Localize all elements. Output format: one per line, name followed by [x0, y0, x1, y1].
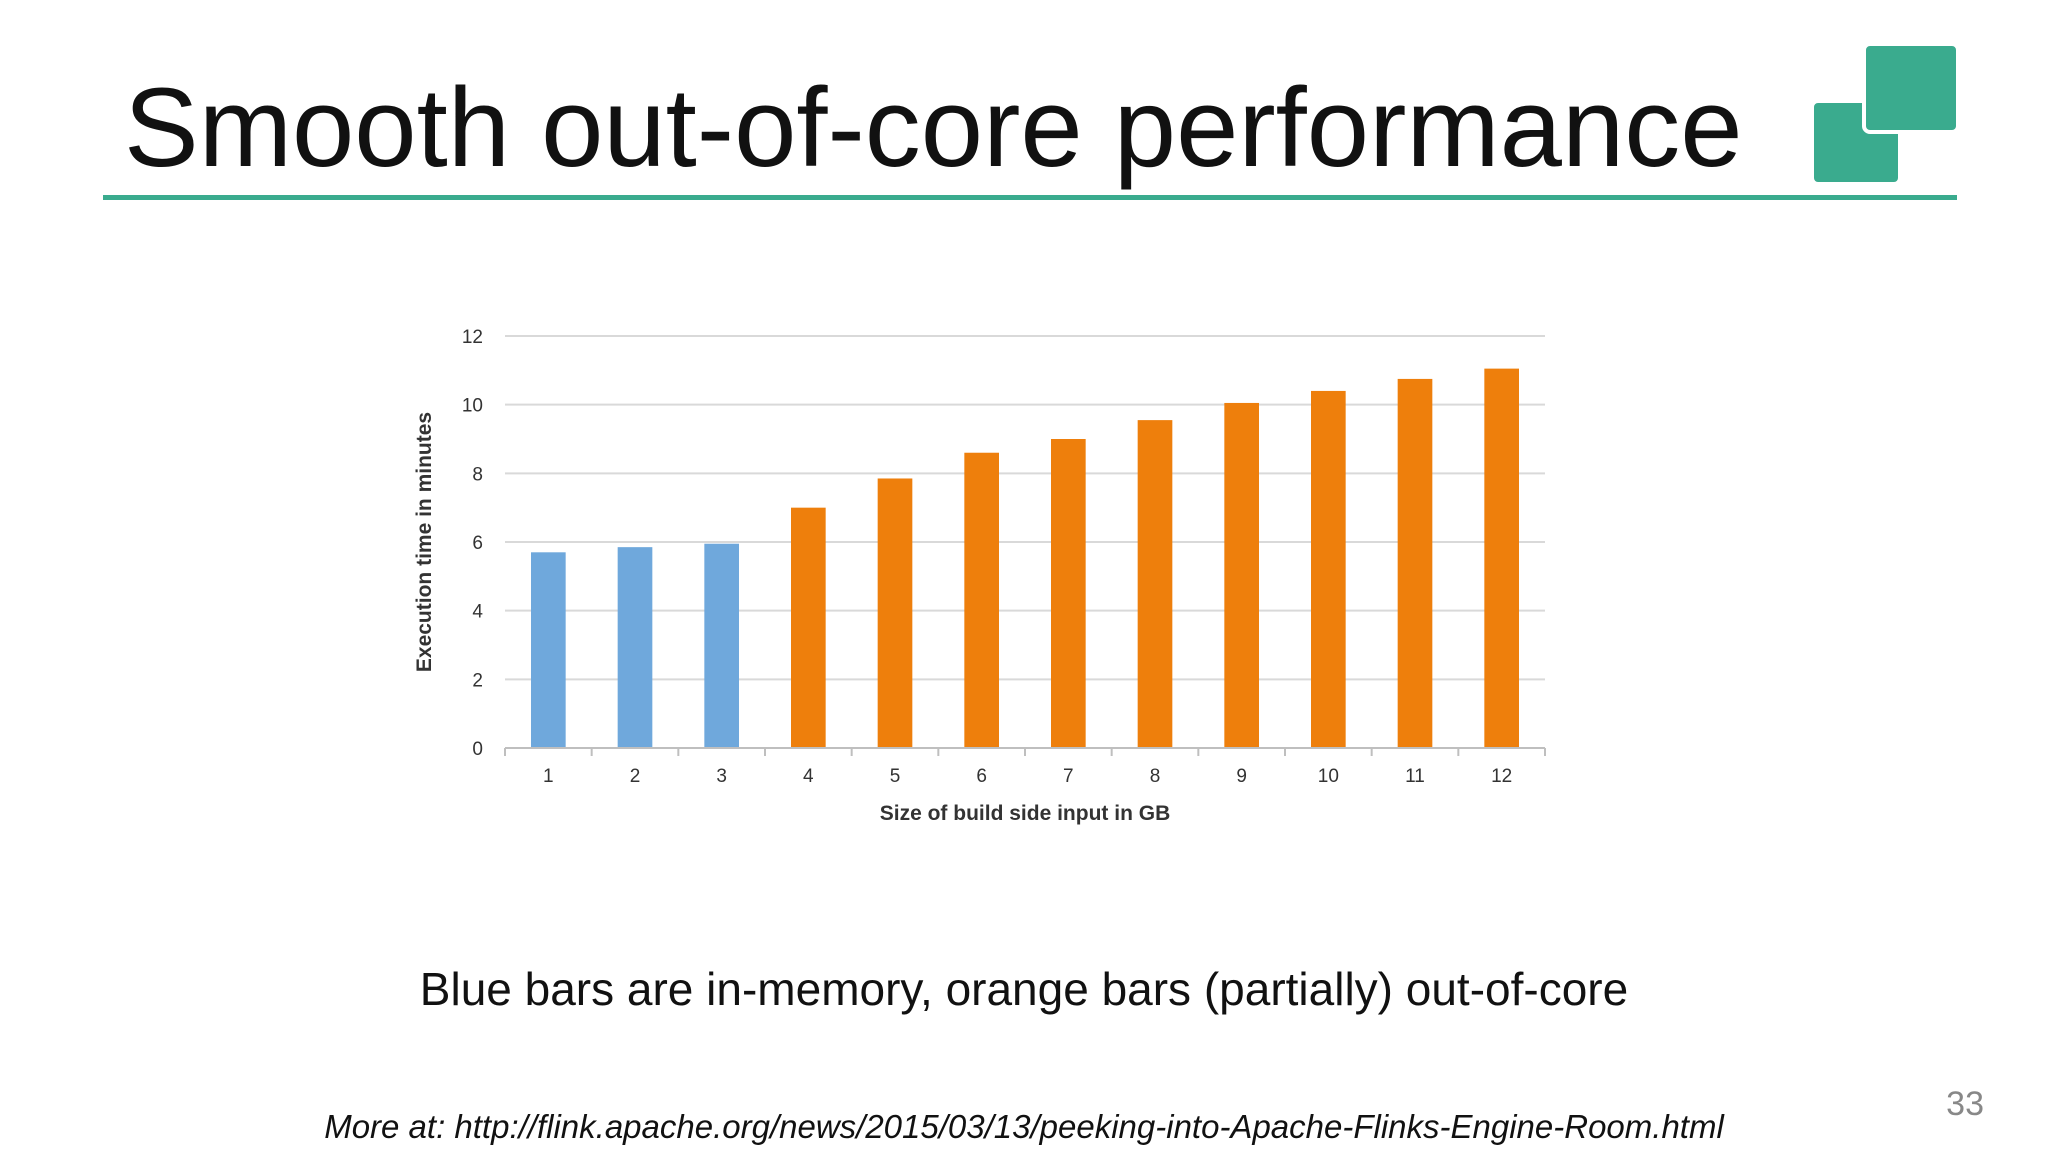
x-tick-label: 10 [1318, 766, 1339, 787]
y-tick-label: 12 [462, 327, 483, 348]
bar-12-gb [1484, 368, 1519, 748]
slide-caption: Blue bars are in-memory, orange bars (pa… [419, 963, 1629, 1015]
y-tick-label: 2 [472, 670, 483, 691]
x-axis-ticks: 1 2 3 4 5 6 7 8 9 10 11 12 [504, 748, 1546, 787]
bar-8-gb [1137, 420, 1173, 748]
y-tick-label: 4 [472, 602, 483, 623]
y-axis-label: Execution time in minutes [413, 412, 436, 672]
x-tick-label: 11 [1405, 766, 1425, 787]
bar-11-gb [1397, 378, 1433, 748]
title-underline [103, 195, 1957, 200]
x-tick-label: 2 [630, 766, 641, 787]
chart-gridlines [505, 335, 1545, 681]
bar-6-gb [964, 452, 999, 748]
x-axis-label: Size of build side input in GB [880, 802, 1171, 825]
x-tick-label: 7 [1063, 766, 1074, 787]
x-tick-label: 8 [1150, 766, 1161, 787]
x-tick-label: 1 [543, 766, 554, 787]
x-tick-label: 9 [1236, 766, 1247, 787]
bar-4-gb [791, 507, 826, 748]
page-number: 33 [1946, 1085, 1984, 1123]
bar-1-gb [531, 552, 566, 748]
x-tick-label: 4 [803, 766, 814, 787]
x-tick-label: 5 [890, 766, 901, 787]
bar-10-gb [1311, 390, 1346, 748]
y-axis-ticks: 0 2 4 6 8 10 12 [462, 327, 484, 760]
x-tick-label: 3 [716, 766, 727, 787]
y-tick-label: 0 [472, 739, 483, 760]
y-tick-label: 8 [472, 464, 483, 485]
bar-5-gb [877, 478, 913, 748]
chart-bars [531, 368, 1519, 748]
y-tick-label: 6 [472, 533, 483, 554]
slide-title: Smooth out-of-core performance [124, 65, 1743, 190]
x-tick-label: 6 [976, 766, 987, 787]
y-tick-label: 10 [462, 396, 483, 417]
bar-9-gb [1224, 402, 1259, 748]
logo-squares-icon [1812, 44, 1958, 184]
bar-3-gb [704, 543, 739, 748]
bar-7-gb [1051, 439, 1086, 748]
x-tick-label: 12 [1491, 766, 1512, 787]
source-link-note: More at: http://flink.apache.org/news/20… [324, 1108, 1724, 1145]
bar-2-gb [617, 547, 653, 748]
